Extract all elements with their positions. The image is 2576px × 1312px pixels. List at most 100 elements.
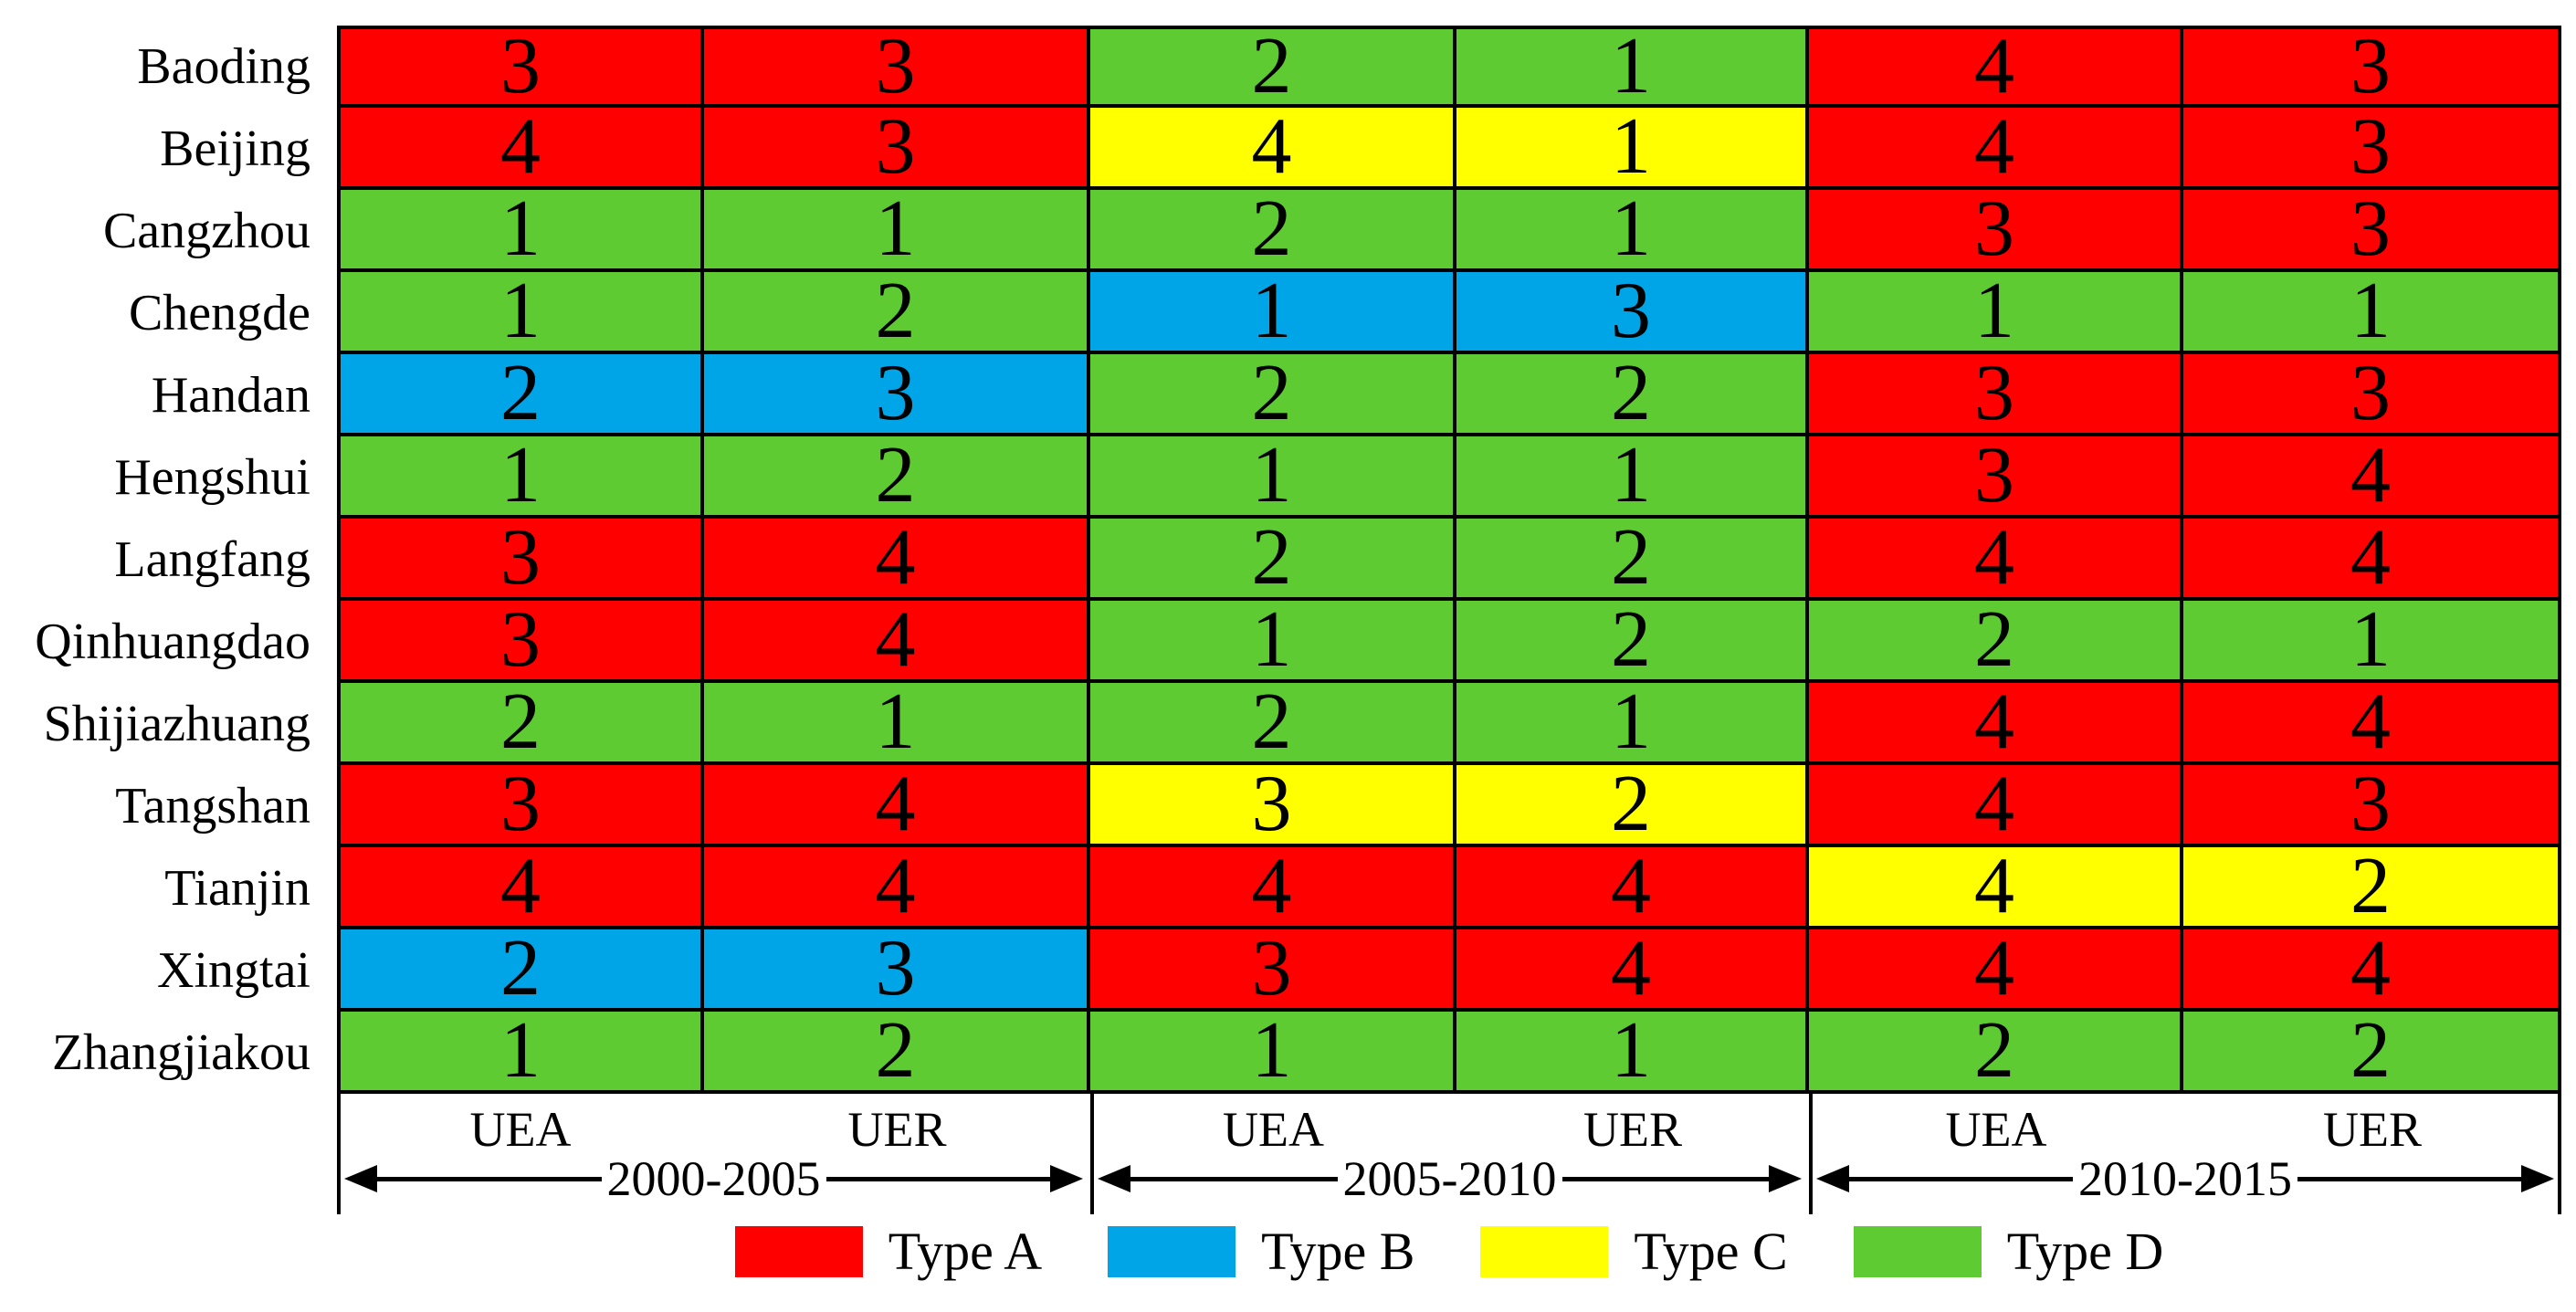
table-cell: 2 (1809, 599, 2183, 683)
table-cell: 4 (1090, 845, 1456, 929)
column-header: UEA (1945, 1102, 2047, 1157)
table-cell: 2 (704, 1010, 1090, 1094)
table-cell: 3 (2183, 352, 2561, 436)
table-cell: 1 (1456, 188, 1809, 272)
table-cell: 3 (704, 352, 1090, 436)
table-cell: 2 (1090, 26, 1456, 108)
table-cell: 4 (1809, 681, 2183, 765)
arrowhead-right-icon (1050, 1165, 1084, 1192)
legend-item: Type D (1853, 1220, 2163, 1284)
table-cell: 4 (1809, 106, 2183, 190)
table-cell: 1 (2183, 270, 2561, 354)
table-cell: 2 (1090, 517, 1456, 601)
table-cell: 1 (1456, 435, 1809, 519)
row-label: Xingtai (157, 942, 310, 999)
table-cell: 1 (337, 435, 704, 519)
table-cell: 4 (1809, 845, 2183, 929)
table-cell: 2 (1090, 352, 1456, 436)
legend-item: Type C (1480, 1220, 1788, 1284)
table-cell: 3 (1456, 270, 1809, 354)
table-cell: 3 (704, 928, 1090, 1012)
table-cell: 1 (1456, 1010, 1809, 1094)
legend: Type A Type B Type C Type D (337, 1220, 2561, 1284)
axis-tick-line (1090, 1094, 1094, 1214)
arrowhead-right-icon (1769, 1165, 1803, 1192)
table-cell: 1 (1456, 106, 1809, 190)
table-cell: 2 (1456, 599, 1809, 683)
table-cell: 3 (1809, 435, 2183, 519)
period-axis-arrow: 2005-2010 (1098, 1151, 1803, 1206)
table-cell: 1 (1090, 270, 1456, 354)
table-cell: 3 (1090, 928, 1456, 1012)
arrowhead-right-icon (2521, 1165, 2555, 1192)
table-cell: 1 (337, 1010, 704, 1094)
row-label: Hengshui (114, 449, 310, 506)
table-cell: 2 (1809, 1010, 2183, 1094)
axis-line (377, 1176, 602, 1181)
legend-item: Type A (734, 1220, 1043, 1284)
table-cell: 3 (337, 763, 704, 847)
table-cell: 1 (1090, 599, 1456, 683)
table-cell: 2 (337, 352, 704, 436)
table-cell: 1 (1456, 26, 1809, 108)
axis-line (1130, 1176, 1338, 1181)
table-cell: 2 (337, 681, 704, 765)
arrowhead-left-icon (344, 1165, 377, 1192)
axis-tick-line (1809, 1094, 1813, 1214)
period-label: 2000-2005 (606, 1151, 821, 1206)
row-label: Handan (151, 367, 310, 424)
table-cell: 1 (1090, 1010, 1456, 1094)
row-label-column: Baoding Beijing Cangzhou Chengde Handan Hengs… (0, 26, 325, 1094)
table-cell: 4 (1456, 845, 1809, 929)
table-cell: 2 (1090, 188, 1456, 272)
table-cell: 4 (2183, 517, 2561, 601)
table-cell: 4 (1809, 928, 2183, 1012)
column-header: UEA (469, 1102, 572, 1157)
table-cell: 4 (704, 763, 1090, 847)
arrowhead-left-icon (1816, 1165, 1849, 1192)
row-label: Tangshan (115, 778, 310, 834)
legend-swatch (1480, 1226, 1609, 1277)
axis-line (825, 1176, 1051, 1181)
table-cell: 1 (704, 681, 1090, 765)
axis-line (1561, 1176, 1770, 1181)
table-cell: 2 (337, 928, 704, 1012)
table-cell: 4 (704, 517, 1090, 601)
period-axis-arrow: 2010-2015 (1816, 1154, 2555, 1203)
table-cell: 2 (2183, 1010, 2561, 1094)
table-cell: 2 (1090, 681, 1456, 765)
table-cell: 4 (1090, 106, 1456, 190)
period-label: 2005-2010 (1342, 1151, 1557, 1206)
row-label: Baoding (137, 38, 310, 95)
row-label: Qinhuangdao (35, 614, 310, 670)
table-cell: 1 (1456, 681, 1809, 765)
table-cell: 4 (704, 599, 1090, 683)
table-cell: 3 (337, 599, 704, 683)
table-cell: 4 (1456, 928, 1809, 1012)
row-label: Shijiazhuang (43, 696, 310, 752)
table-cell: 1 (337, 188, 704, 272)
table-cell: 2 (1456, 763, 1809, 847)
arrowhead-left-icon (1098, 1165, 1130, 1192)
table-cell: 4 (1809, 26, 2183, 108)
column-header: UER (2323, 1102, 2422, 1157)
table-cell: 3 (704, 26, 1090, 108)
table-cell: 1 (1090, 435, 1456, 519)
table-cell: 3 (2183, 106, 2561, 190)
row-label: Chengde (128, 285, 310, 341)
column-header: UER (847, 1102, 947, 1157)
row-label: Langfang (114, 531, 310, 588)
row-label: Tianjin (164, 860, 310, 917)
table-cell: 4 (2183, 681, 2561, 765)
table-cell: 3 (1090, 763, 1456, 847)
table-cell: 2 (704, 435, 1090, 519)
table-cell: 4 (2183, 928, 2561, 1012)
table-cell: 1 (2183, 599, 2561, 683)
table-cell: 2 (1456, 517, 1809, 601)
column-header: UEA (1223, 1102, 1324, 1157)
legend-label: Type A (888, 1222, 1043, 1281)
table-cell: 3 (2183, 763, 2561, 847)
table-cell: 4 (1809, 763, 2183, 847)
legend-swatch (1108, 1226, 1236, 1277)
